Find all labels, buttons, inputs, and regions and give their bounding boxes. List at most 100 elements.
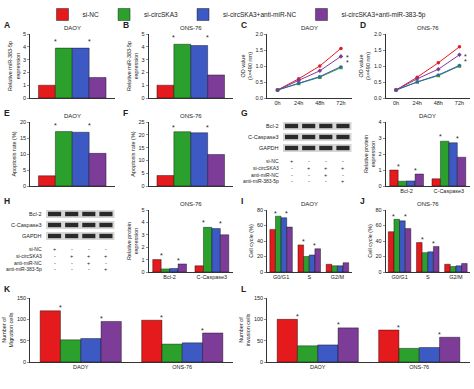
- svg-text:-: -: [291, 178, 293, 184]
- svg-text:15: 15: [138, 145, 144, 151]
- svg-text:DAOY: DAOY: [301, 201, 318, 207]
- svg-text:-: -: [88, 266, 90, 272]
- svg-text:Relative miR-383-5pexpression: Relative miR-383-5pexpression: [7, 41, 20, 91]
- svg-text:anti-miR-383-5p: anti-miR-383-5p: [6, 266, 42, 272]
- svg-text:*: *: [397, 324, 400, 331]
- svg-text:3: 3: [23, 57, 26, 63]
- svg-text:Bcl-2: Bcl-2: [266, 123, 279, 129]
- svg-text:-: -: [88, 246, 90, 252]
- svg-text:*: *: [206, 124, 209, 131]
- svg-text:*: *: [346, 59, 349, 66]
- svg-text:24h: 24h: [294, 100, 303, 106]
- svg-text:*: *: [201, 327, 204, 334]
- svg-text:0: 0: [379, 269, 382, 275]
- svg-text:Bcl-2: Bcl-2: [163, 274, 176, 280]
- svg-text:-: -: [325, 178, 327, 184]
- svg-text:C-Caspase3: C-Caspase3: [434, 188, 465, 194]
- svg-text:-: -: [342, 158, 344, 164]
- svg-text:25: 25: [138, 119, 144, 125]
- svg-text:-: -: [325, 158, 327, 164]
- svg-text:20: 20: [20, 119, 26, 125]
- svg-text:150: 150: [17, 295, 26, 301]
- svg-text:0: 0: [142, 183, 145, 189]
- svg-text:*: *: [464, 58, 467, 65]
- svg-text:*: *: [313, 242, 316, 249]
- svg-text:1.0: 1.0: [255, 63, 263, 69]
- svg-text:si-circSKA3: si-circSKA3: [144, 11, 178, 18]
- svg-text:*: *: [337, 321, 340, 328]
- svg-text:Relative proteinexpression: Relative proteinexpression: [363, 135, 376, 173]
- svg-text:+: +: [290, 158, 293, 164]
- svg-text:DAOY: DAOY: [73, 364, 89, 370]
- svg-text:*: *: [206, 34, 209, 41]
- svg-text:ONS-76: ONS-76: [417, 25, 439, 31]
- svg-text:DAOY: DAOY: [64, 113, 81, 119]
- svg-text:Apoptosis rate (%): Apoptosis rate (%): [130, 131, 136, 176]
- svg-text:2.0: 2.0: [255, 31, 263, 37]
- svg-text:ONS-76: ONS-76: [172, 364, 192, 370]
- svg-text:4: 4: [142, 44, 145, 50]
- svg-text:Number ofMigration cells: Number ofMigration cells: [1, 312, 14, 347]
- svg-text:4: 4: [379, 119, 382, 125]
- svg-text:*: *: [456, 135, 459, 142]
- svg-text:OD value(λ=490 nm): OD value(λ=490 nm): [358, 52, 371, 80]
- svg-text:K: K: [4, 284, 11, 294]
- svg-text:2: 2: [142, 244, 145, 250]
- svg-text:80: 80: [375, 207, 381, 213]
- svg-text:*: *: [296, 313, 299, 320]
- svg-text:-: -: [291, 165, 293, 171]
- svg-text:-: -: [54, 253, 56, 259]
- svg-text:+: +: [307, 165, 310, 171]
- svg-text:*: *: [88, 122, 91, 129]
- svg-text:*: *: [414, 167, 417, 174]
- svg-text:*: *: [54, 38, 57, 45]
- svg-text:C-Caspase3: C-Caspase3: [197, 274, 228, 280]
- svg-text:+: +: [341, 165, 344, 171]
- svg-text:*: *: [392, 213, 395, 220]
- svg-text:GAPDH: GAPDH: [22, 233, 42, 239]
- svg-text:G2/M: G2/M: [449, 274, 463, 280]
- svg-text:60: 60: [375, 222, 381, 228]
- svg-text:B: B: [123, 20, 129, 30]
- svg-text:1: 1: [379, 167, 382, 173]
- svg-text:-: -: [54, 266, 56, 272]
- svg-text:80: 80: [257, 207, 263, 213]
- svg-text:-: -: [291, 172, 293, 178]
- svg-text:3: 3: [142, 232, 145, 238]
- svg-text:150: 150: [254, 295, 263, 301]
- svg-text:*: *: [274, 210, 277, 217]
- svg-text:*: *: [160, 314, 163, 321]
- svg-text:5: 5: [142, 207, 145, 213]
- svg-text:5: 5: [142, 31, 145, 37]
- svg-text:0: 0: [142, 95, 145, 101]
- svg-text:0.5: 0.5: [374, 79, 382, 85]
- svg-text:-: -: [71, 246, 73, 252]
- svg-text:40: 40: [375, 238, 381, 244]
- svg-text:G0/G1: G0/G1: [391, 274, 407, 280]
- svg-text:20: 20: [375, 253, 381, 259]
- svg-text:ONS-76: ONS-76: [180, 113, 202, 119]
- svg-text:L: L: [241, 284, 246, 294]
- svg-text:72h: 72h: [336, 100, 345, 106]
- svg-text:si-circSKA3: si-circSKA3: [253, 165, 279, 171]
- svg-text:5: 5: [23, 167, 26, 173]
- svg-text:1: 1: [23, 82, 26, 88]
- svg-text:Number ofinvasion cells: Number ofinvasion cells: [238, 313, 251, 346]
- svg-text:-: -: [308, 178, 310, 184]
- svg-text:1.5: 1.5: [374, 47, 382, 53]
- svg-text:si-circSKA3+anti-miR-383-5p: si-circSKA3+anti-miR-383-5p: [341, 11, 425, 19]
- svg-text:Bcl-2: Bcl-2: [400, 188, 413, 194]
- svg-text:*: *: [172, 124, 175, 131]
- svg-text:DAOY: DAOY: [310, 364, 326, 370]
- svg-text:0h: 0h: [274, 100, 280, 106]
- svg-text:-: -: [105, 260, 107, 266]
- svg-text:-: -: [71, 266, 73, 272]
- svg-text:*: *: [432, 240, 435, 247]
- svg-text:+: +: [87, 253, 90, 259]
- svg-text:Cell cycle (%): Cell cycle (%): [248, 224, 254, 258]
- svg-text:*: *: [421, 236, 424, 243]
- svg-text:+: +: [104, 266, 107, 272]
- svg-text:+: +: [341, 178, 344, 184]
- svg-text:48h: 48h: [315, 100, 324, 106]
- svg-text:I: I: [241, 196, 243, 206]
